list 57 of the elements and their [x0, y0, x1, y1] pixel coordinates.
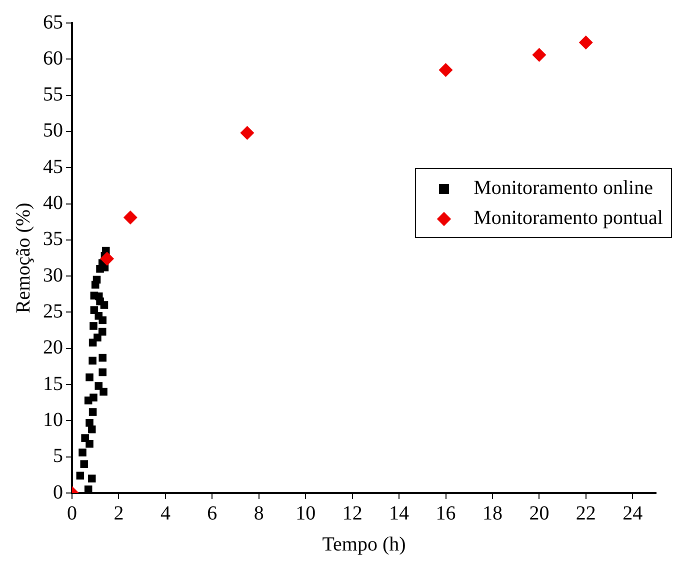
x-tick-label: 14 [389, 502, 410, 524]
y-tick-label: 15 [43, 372, 63, 395]
y-tick-label: 55 [43, 84, 63, 106]
point [81, 434, 89, 442]
point [94, 382, 103, 390]
point [78, 448, 86, 456]
x-tick-label: 24 [622, 502, 643, 524]
x-tick-label: 4 [160, 502, 170, 524]
y-tick-label: 25 [43, 300, 63, 322]
y-tick-label: 10 [43, 408, 63, 431]
x-tick-label: 18 [482, 502, 502, 524]
y-tick-label: 5 [53, 445, 63, 468]
y-tick-label: 50 [43, 120, 63, 142]
point [123, 210, 138, 225]
point [88, 408, 97, 416]
x-tick-label: 0 [67, 502, 77, 524]
y-tick-label: 45 [43, 156, 63, 178]
point [578, 36, 593, 50]
point [90, 322, 98, 330]
point [532, 48, 546, 62]
point [240, 126, 254, 140]
y-tick-label: 35 [43, 228, 63, 250]
y-tick-label: 60 [43, 47, 63, 70]
point [90, 292, 98, 300]
x-tick-label: 10 [296, 502, 316, 524]
x-tick-label: 2 [114, 502, 124, 524]
y-tick-label: 20 [43, 336, 63, 359]
point [84, 485, 92, 493]
point [98, 354, 106, 362]
point [88, 356, 96, 365]
point [438, 63, 453, 77]
point [94, 334, 102, 342]
x-axis-title: Tempo (h) [322, 533, 406, 556]
x-tick-label: 22 [576, 502, 596, 524]
point [88, 474, 96, 482]
point [92, 276, 101, 284]
y-tick-label: 65 [43, 11, 63, 34]
legend-label: Monitoramento pontual [474, 206, 663, 231]
x-tick-label: 16 [436, 502, 456, 524]
y-axis-title: Remoção (%) [12, 202, 34, 314]
y-tick-label: 40 [43, 192, 63, 214]
point [90, 394, 98, 402]
point [98, 328, 106, 336]
point [100, 252, 114, 266]
x-tick-label: 20 [529, 502, 550, 524]
point [76, 472, 84, 480]
x-tick-label: 8 [254, 502, 264, 524]
point [86, 373, 94, 382]
x-tick-label: 12 [342, 502, 362, 524]
point [86, 418, 94, 427]
point [80, 460, 88, 468]
point [98, 368, 106, 376]
x-tick-label: 6 [207, 502, 218, 524]
y-tick-label: 30 [43, 264, 63, 286]
legend-label: Monitoramento online [474, 176, 653, 201]
y-tick-label: 0 [53, 481, 63, 504]
point [90, 306, 98, 314]
